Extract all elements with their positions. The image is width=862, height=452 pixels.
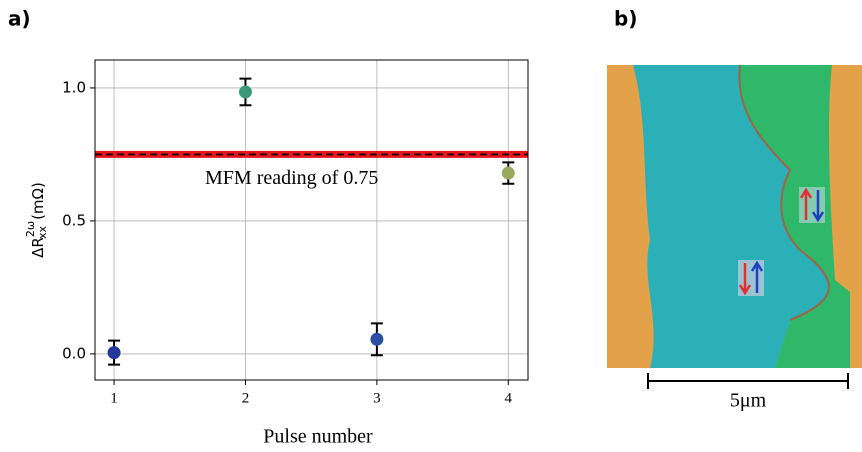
x-axis-label: Pulse number: [263, 426, 373, 448]
arrow: [750, 260, 764, 293]
point: [107, 346, 121, 360]
point: [501, 166, 515, 180]
scale-bar: [647, 373, 849, 389]
arrow: [738, 263, 752, 296]
y-label-sub: xx: [36, 225, 49, 239]
y-label-base: ΔR: [29, 237, 47, 258]
x-tick-label: 3: [373, 390, 381, 406]
panel-label: b): [614, 7, 637, 31]
x-tick-label: 1: [110, 390, 118, 406]
x-tick-label: 4: [505, 390, 513, 406]
domain-region: [739, 65, 850, 368]
domain-region: [633, 65, 829, 368]
arrow-box: [738, 260, 764, 296]
point: [370, 332, 384, 346]
annotation: MFM reading of 0.75: [205, 167, 378, 189]
y-axis-label: ΔR2ωxx (mΩ): [24, 182, 49, 258]
arrow: [811, 190, 825, 223]
point: [238, 85, 252, 99]
x-tick-label: 2: [242, 390, 250, 406]
domain-wall: [738, 64, 830, 321]
y-tick-label: 1.0: [62, 78, 86, 96]
y-tick-label: 0.5: [62, 211, 86, 229]
y-tick-label: 0.0: [62, 344, 86, 362]
panel-label: a): [8, 7, 31, 31]
arrow: [799, 187, 813, 220]
arrow-box: [799, 187, 825, 223]
y-label-unit: (mΩ): [29, 182, 47, 220]
mfm-image: [607, 64, 862, 368]
y-label-sup: 2ω: [24, 221, 37, 237]
plot-frame: [94, 59, 529, 381]
scale-bar-label: 5μm: [730, 390, 767, 412]
